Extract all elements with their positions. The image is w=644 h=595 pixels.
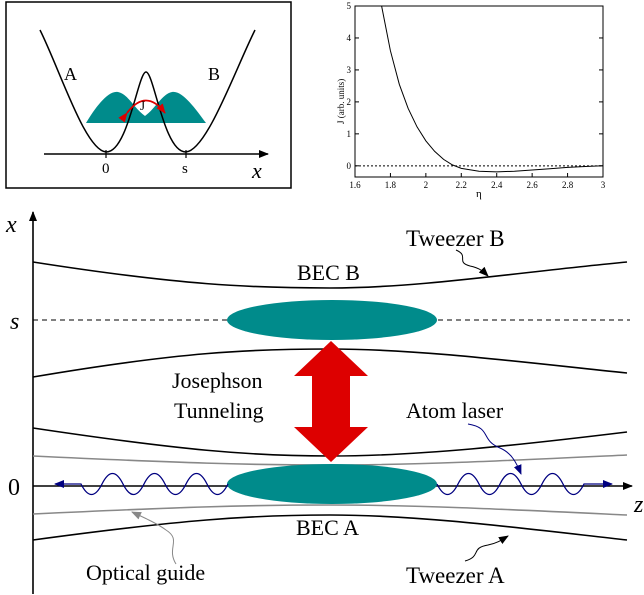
well-label-a: A [64, 64, 77, 84]
bec-a-cloud [227, 464, 437, 504]
y-tick-label: 4 [347, 33, 352, 43]
tunneling-arrow [118, 99, 166, 123]
x-tick-label: 2.2 [456, 180, 467, 190]
bec-b-label: BEC B [297, 260, 360, 285]
josephson-label-line1: Josephson [172, 368, 262, 393]
double-well-inset: A B J 0 s x [5, 1, 292, 189]
axis-z-label: z [633, 492, 644, 518]
bec-b-cloud [227, 300, 437, 340]
plot-ylabel: J (arb. units) [336, 79, 346, 124]
tweezer-a-leader [464, 535, 509, 562]
atom-laser-left [54, 472, 229, 496]
atom-laser-right [436, 472, 613, 496]
axis-x-label: x [5, 212, 17, 238]
tweezer-a-label: Tweezer A [406, 563, 505, 588]
mark-0-label: 0 [8, 475, 20, 501]
x-tick-label: 1.8 [385, 180, 397, 190]
well-axis-label: x [251, 158, 262, 183]
optical-guide-leader [131, 511, 177, 565]
atom-laser-leader [467, 423, 522, 475]
plot-xlabel: η [476, 188, 482, 200]
well-label-j: J [140, 98, 145, 113]
y-tick-label: 3 [347, 65, 352, 75]
tweezer-b-leader [455, 249, 489, 277]
well-label-b: B [208, 64, 220, 84]
y-tick-label: 2 [347, 97, 352, 107]
x-tick-label: 3 [601, 180, 606, 190]
tweezer-b-upper-edge [32, 261, 628, 289]
well-tick-s: s [182, 161, 188, 177]
x-tick-label: 2.4 [491, 180, 503, 190]
main-diagram: x z s 0 Tweezer B BEC B Josephson Tunn [5, 211, 644, 594]
x-tick-label: 2.6 [527, 180, 539, 190]
tweezer-a-lower-edge [32, 514, 628, 541]
josephson-arrow [294, 341, 368, 462]
x-tick-label: 2 [424, 180, 429, 190]
josephson-label-line2: Tunneling [174, 398, 264, 423]
x-tick-label: 2.8 [562, 180, 574, 190]
tweezer-b-label: Tweezer B [406, 226, 505, 251]
y-tick-label: 5 [347, 1, 352, 11]
tunneling-curve [381, 5, 604, 173]
double-well-potential [39, 29, 256, 153]
tunneling-plot: 1.6 1.8 2 2.2 2.4 2.6 2.8 3 0 1 2 3 4 5 J (arb. units… [336, 1, 606, 200]
optical-guide-lower [32, 504, 628, 516]
well-tick-0: 0 [102, 161, 110, 177]
inset-frame [5, 1, 292, 189]
condensate-density [86, 91, 206, 123]
optical-guide-label: Optical guide [86, 560, 205, 585]
mark-s-label: s [10, 309, 19, 335]
y-tick-label: 1 [347, 129, 352, 139]
plot-frame [354, 5, 604, 178]
bec-a-label: BEC A [296, 515, 359, 540]
atom-laser-label: Atom laser [406, 398, 504, 423]
x-tick-label: 1.6 [349, 180, 361, 190]
y-tick-label: 0 [347, 161, 352, 171]
